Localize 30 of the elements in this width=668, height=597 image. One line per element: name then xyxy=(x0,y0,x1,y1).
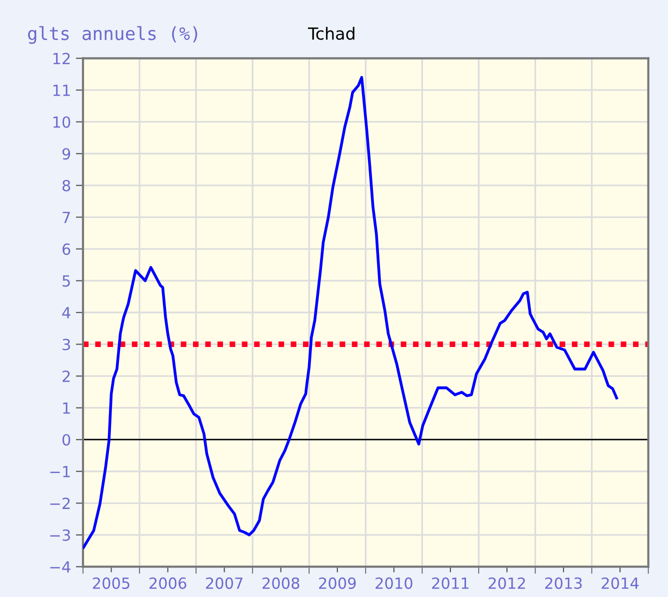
y-axis-title: glts annuels (%) xyxy=(28,26,198,44)
y-tick-label: 12 xyxy=(53,52,70,64)
x-tick-label: 2008 xyxy=(262,577,300,589)
x-tick-label: 2011 xyxy=(432,577,468,589)
y-tick-label: 9 xyxy=(62,148,70,160)
y-tick-label: 10 xyxy=(53,116,70,128)
y-tick-label: 1 xyxy=(63,402,70,414)
y-tick-label: 0 xyxy=(62,434,70,446)
chart-title: Tchad xyxy=(308,26,354,40)
y-tick-label: 2 xyxy=(62,370,70,382)
x-tick-label: 2014 xyxy=(602,577,639,589)
x-tick-label: 2013 xyxy=(545,577,582,589)
x-tick-label: 2007 xyxy=(206,577,242,589)
y-tick-label: 8 xyxy=(62,180,70,192)
x-tick-label: 2009 xyxy=(319,577,356,589)
y-tick-label: −4 xyxy=(50,561,70,573)
x-tick-label: 2006 xyxy=(149,577,186,589)
y-tick-label: 7 xyxy=(62,212,70,223)
y-tick-label: −3 xyxy=(50,529,70,541)
x-tick-label: 2005 xyxy=(92,577,130,589)
x-tick-label: 2012 xyxy=(488,577,525,589)
y-tick-label: 6 xyxy=(62,243,70,255)
y-tick-label: 5 xyxy=(62,275,70,287)
y-tick-label: 11 xyxy=(53,84,70,96)
line-series xyxy=(83,76,618,549)
y-tick-label: −1 xyxy=(50,466,70,478)
y-tick-label: −2 xyxy=(50,498,70,509)
y-tick-label: 4 xyxy=(62,307,70,318)
x-tick-label: 2010 xyxy=(376,577,412,589)
y-tick-label: 3 xyxy=(62,338,70,350)
